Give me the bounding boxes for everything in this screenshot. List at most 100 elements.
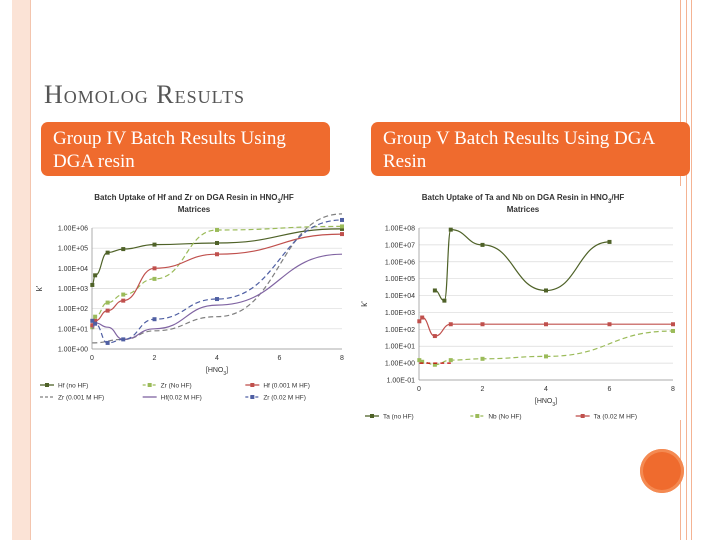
right-frame-line <box>691 0 692 540</box>
y-tick-label: 1.00E+05 <box>58 246 88 253</box>
x-axis-label: [HNO3] <box>535 398 557 408</box>
group-v-chart: Batch Uptake of Ta and Nb on DGA Resin i… <box>360 186 685 433</box>
data-point <box>121 247 126 252</box>
data-point <box>152 276 157 281</box>
chart-title: Batch Uptake of Hf and Zr on DGA Resin i… <box>94 193 294 205</box>
left-frame-band <box>12 0 30 540</box>
data-point <box>93 321 98 326</box>
y-tick-label: 1.00E+03 <box>385 310 415 317</box>
y-tick-label: 1.00E-01 <box>387 378 416 385</box>
y-tick-label: 1.00E+05 <box>385 276 415 283</box>
data-point <box>152 266 157 271</box>
group-v-chart-svg: Batch Uptake of Ta and Nb on DGA Resin i… <box>360 193 675 433</box>
data-point <box>544 288 548 293</box>
y-tick-label: 1.00E+06 <box>385 259 415 266</box>
x-tick-label: 4 <box>544 386 548 393</box>
y-tick-label: 1.00E+04 <box>385 293 415 300</box>
x-tick-label: 0 <box>90 355 94 362</box>
legend-marker <box>45 383 49 387</box>
legend-marker <box>475 414 480 418</box>
data-point <box>442 298 447 303</box>
slide-title: Homolog Results <box>44 80 245 109</box>
y-tick-label: 1.00E+08 <box>385 226 415 233</box>
chart-title-line2: Matrices <box>178 205 211 214</box>
legend-marker <box>370 414 374 418</box>
series-line <box>92 213 343 344</box>
group-v-header: Group V Batch Results Using DGA Resin <box>371 122 690 176</box>
data-point <box>607 239 612 244</box>
data-point <box>340 232 344 237</box>
y-axis-label: k' <box>361 301 369 307</box>
x-tick-label: 4 <box>215 355 219 362</box>
legend-marker <box>147 383 152 387</box>
series-line <box>92 253 343 341</box>
x-tick-label: 2 <box>153 355 157 362</box>
data-point <box>420 359 425 364</box>
decorative-circle <box>640 449 684 493</box>
data-point <box>432 362 437 367</box>
x-tick-label: 8 <box>671 386 675 393</box>
data-point <box>105 308 110 313</box>
y-axis-label: k' <box>36 285 44 291</box>
data-point <box>448 358 453 363</box>
x-tick-label: 6 <box>608 386 612 393</box>
data-point <box>152 317 157 322</box>
y-tick-label: 1.00E+02 <box>58 306 88 313</box>
data-point <box>544 322 548 327</box>
data-point <box>152 242 157 247</box>
legend-label: Zr (0.02 M HF) <box>263 395 306 402</box>
group-iv-header: Group IV Batch Results Using DGA resin <box>41 122 330 176</box>
legend-label: Hf (0.001 M HF) <box>263 383 310 390</box>
data-point <box>480 322 485 327</box>
legend-marker <box>250 395 255 399</box>
data-point <box>105 250 110 255</box>
legend-label: Ta (0.02 M HF) <box>594 414 637 421</box>
data-point <box>121 292 126 297</box>
data-point <box>432 288 437 293</box>
data-point <box>480 356 485 361</box>
legend-label: Nb (No HF) <box>488 414 521 421</box>
data-point <box>121 337 126 342</box>
left-frame-line <box>30 0 31 540</box>
data-point <box>432 334 437 339</box>
data-point <box>215 227 219 232</box>
legend-label: Ta (no HF) <box>383 414 414 421</box>
legend-label: Hf (no HF) <box>58 383 88 390</box>
data-point <box>340 226 344 231</box>
data-point <box>340 217 344 222</box>
x-tick-label: 0 <box>417 386 421 393</box>
y-tick-label: 1.00E+01 <box>58 326 88 333</box>
y-tick-label: 1.00E+00 <box>58 347 88 354</box>
data-point <box>417 358 422 363</box>
data-point <box>671 322 675 327</box>
x-tick-label: 6 <box>278 355 282 362</box>
chart-title-line2: Matrices <box>507 205 540 214</box>
right-frame-line <box>686 0 687 540</box>
series-line <box>434 228 610 302</box>
data-point <box>93 318 98 323</box>
legend-marker <box>250 383 255 387</box>
data-point <box>90 282 95 287</box>
data-point <box>417 319 422 324</box>
y-tick-label: 1.00E+03 <box>58 286 88 293</box>
legend-marker <box>580 414 585 418</box>
y-tick-label: 1.00E+02 <box>385 327 415 334</box>
data-point <box>480 242 485 247</box>
data-point <box>215 297 219 302</box>
data-point <box>607 322 612 327</box>
series-line <box>92 219 343 344</box>
data-point <box>215 241 219 246</box>
x-axis-label: [HNO3] <box>206 367 228 377</box>
group-iv-chart-svg: Batch Uptake of Hf and Zr on DGA Resin i… <box>35 193 344 402</box>
series-line <box>419 330 674 366</box>
data-point <box>448 227 453 232</box>
legend-label: Hf(0.02 M HF) <box>161 395 202 402</box>
group-iv-chart: Batch Uptake of Hf and Zr on DGA Resin i… <box>35 186 352 420</box>
data-point <box>90 323 95 328</box>
data-point <box>215 252 219 257</box>
chart-title: Batch Uptake of Ta and Nb on DGA Resin i… <box>422 193 625 205</box>
y-tick-label: 1.00E+01 <box>385 344 415 351</box>
x-tick-label: 2 <box>481 386 485 393</box>
data-point <box>340 224 344 229</box>
data-point <box>121 298 126 303</box>
